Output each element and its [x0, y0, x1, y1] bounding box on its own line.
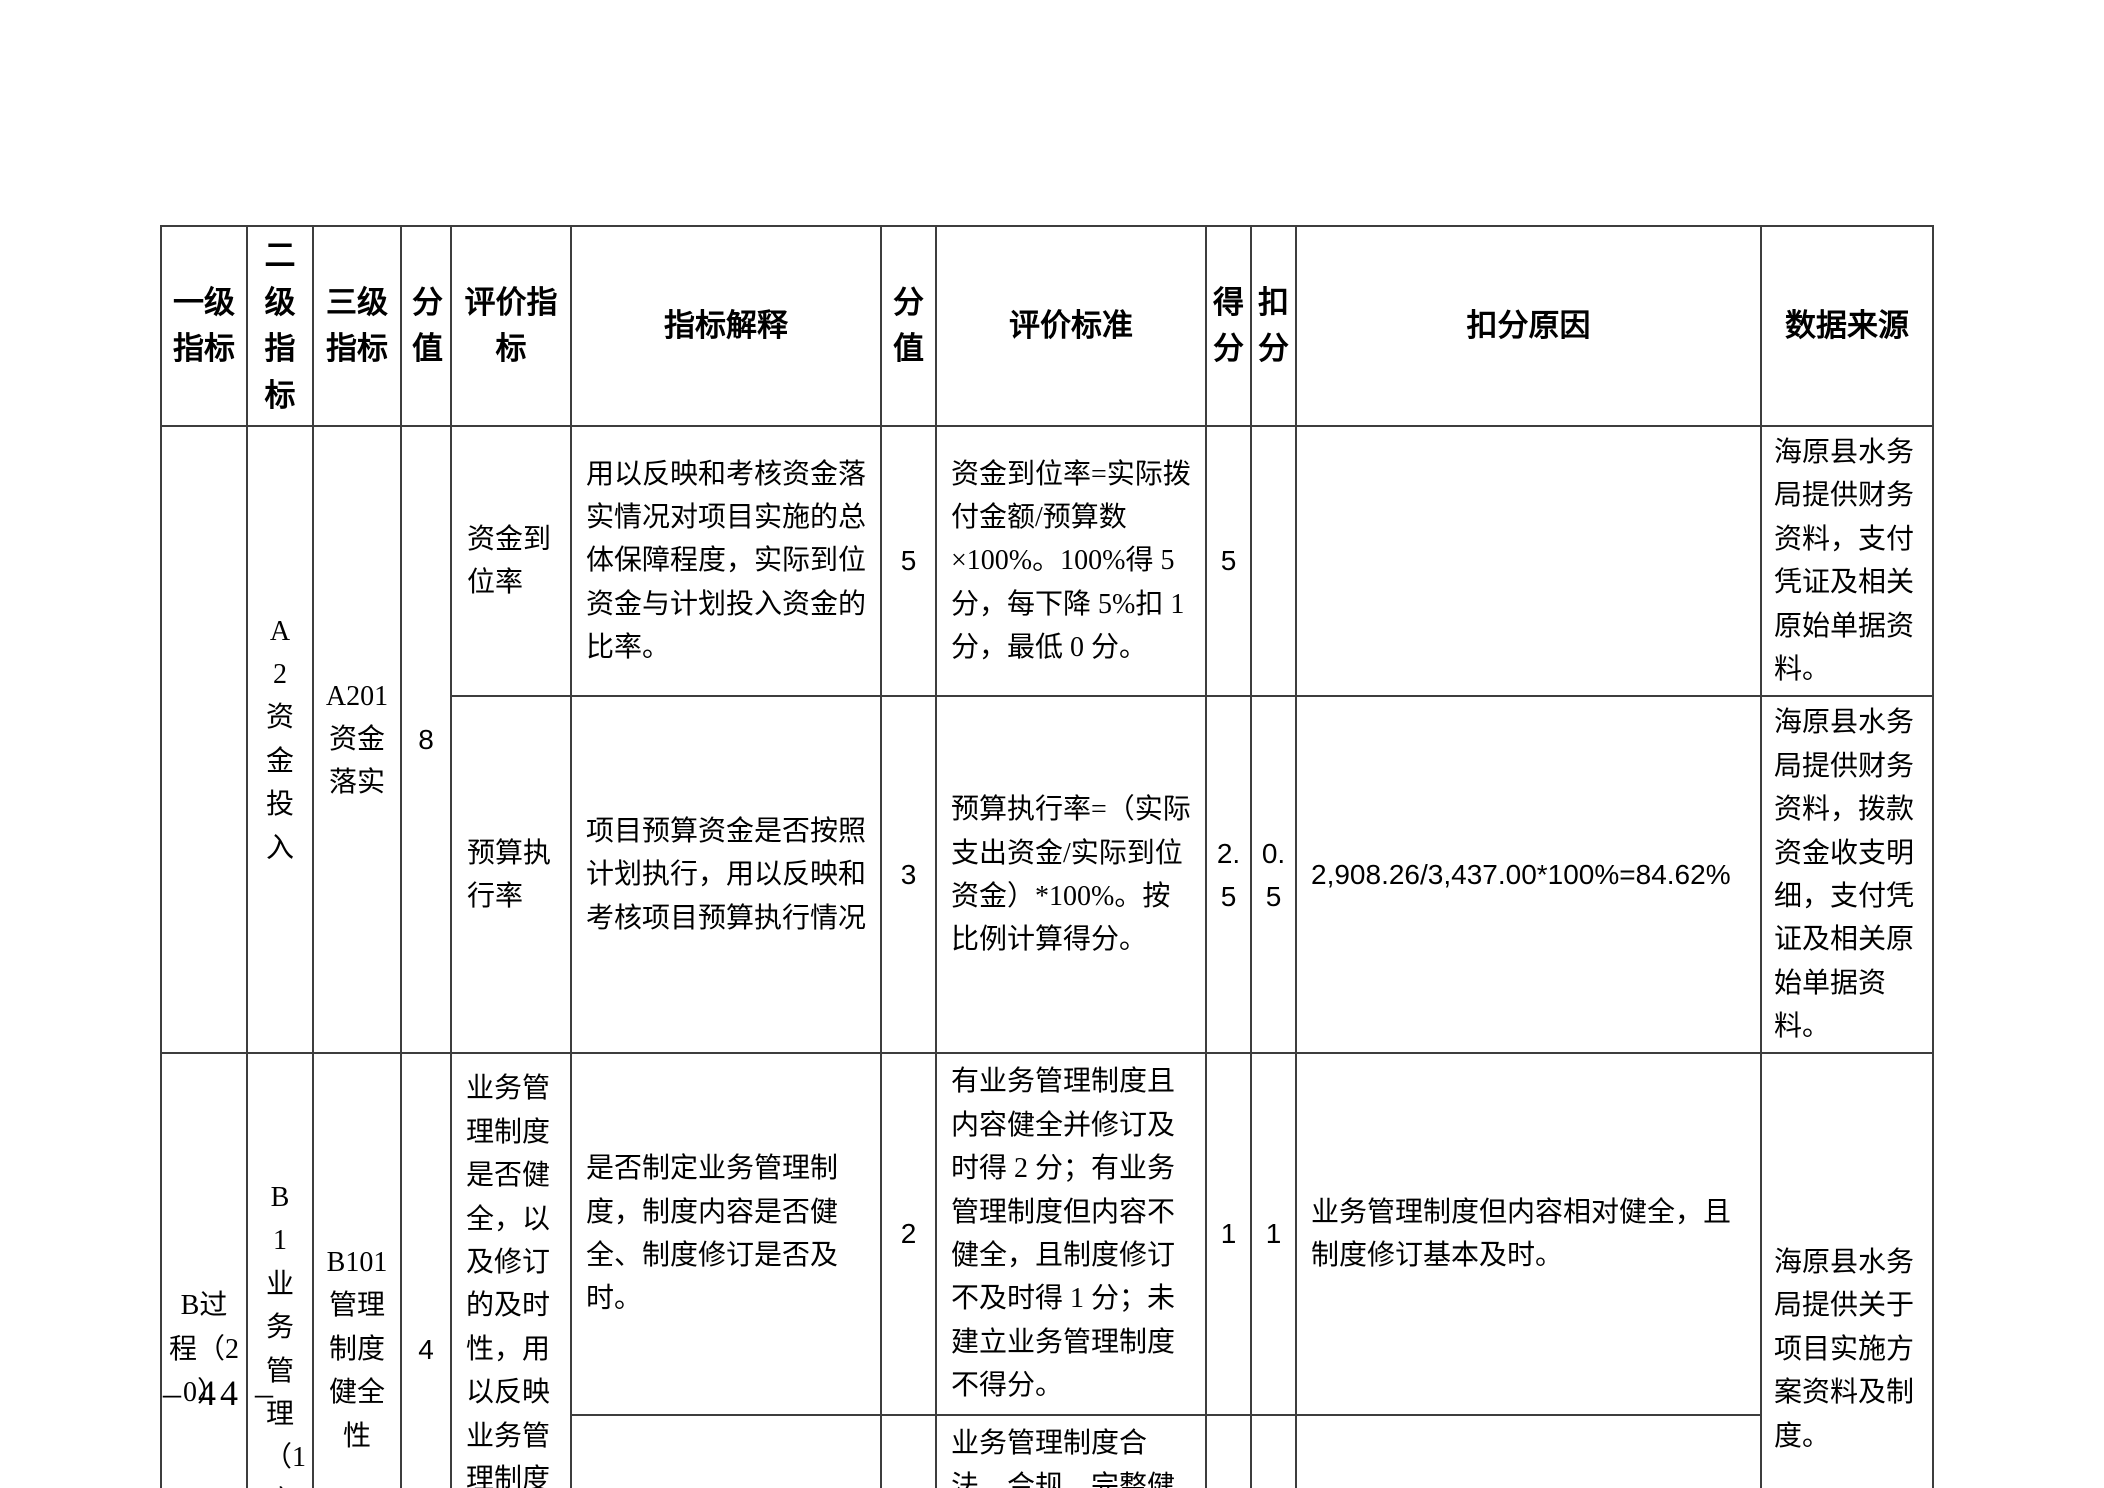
cell-budget-exec-gained: 2.5 — [1205, 695, 1252, 1055]
header-data-source: 数据来源 — [1760, 225, 1934, 427]
cell-budget-exec-source: 海原县水务局提供财务资料，拨款资金收支明细，支付凭证及相关原始单据资料。 — [1760, 695, 1934, 1055]
cell-b-level2: B1业务管理（12） — [246, 1052, 314, 1488]
cell-budget-exec-indicator: 预算执行率 — [450, 695, 572, 1055]
cell-b101-sub2-standard: 业务管理制度合法、合规、完整健全得 2 分；基本健全合理得 1 分；不健全合理不… — [935, 1413, 1207, 1488]
cell-b101-sub1-score-value: 2 — [880, 1052, 937, 1416]
cell-b101-sub2-gained: 1 — [1205, 1413, 1252, 1488]
cell-b101-sub1-gained: 1 — [1205, 1052, 1252, 1416]
cell-b-level3: B101管理制度健全性 — [312, 1052, 402, 1488]
cell-fund-arrival-reason — [1295, 424, 1762, 698]
cell-budget-exec-standard: 预算执行率=（实际支出资金/实际到位资金）*100%。按比例计算得分。 — [935, 695, 1207, 1055]
cell-a-level2: A2资金投入 — [246, 424, 314, 1055]
cell-b101-indicator: 业务管理制度是否健全，以及修订的及时性，用以反映业务管理制度对项目顺利实施保障 — [450, 1052, 572, 1488]
cell-b-level1: B过程（20） — [160, 1052, 248, 1488]
cell-fund-arrival-deducted — [1250, 424, 1297, 698]
cell-b101-sub2-deducted: 1 — [1250, 1413, 1297, 1488]
cell-b101-sub2-explanation: 业务管理制度是否合法、合规、完整。 — [570, 1413, 882, 1488]
cell-fund-arrival-gained: 5 — [1205, 424, 1252, 698]
cell-a-level3: A201资金落实 — [312, 424, 402, 1055]
row-b101-sub2: 业务管理制度是否合法、合规、完整。 2 业务管理制度合法、合规、完整健全得 2 … — [161, 1413, 1933, 1488]
cell-b101-sub1-deducted: 1 — [1250, 1052, 1297, 1416]
cell-a-level1 — [160, 424, 248, 1055]
page-number: – 44 – — [163, 1373, 277, 1413]
row-fund-arrival-rate: A2资金投入 A201资金落实 8 资金到位率 用以反映和考核资金落实情况对项目… — [160, 424, 1934, 1055]
table-header-row: 一级指标 二级指标 三级指标 分值 评价指标 指标解释 分值 评价标准 得分 扣… — [160, 225, 1934, 427]
cell-budget-exec-explanation: 项目预算资金是否按照计划执行，用以反映和考核项目预算执行情况 — [570, 695, 882, 1055]
header-score-value-1: 分值 — [400, 225, 452, 427]
cell-b-source: 海原县水务局提供关于项目实施方案资料及制度。 — [1760, 1052, 1934, 1488]
header-evaluation-standard: 评价标准 — [935, 225, 1207, 427]
cell-fund-arrival-explanation: 用以反映和考核资金落实情况对项目实施的总体保障程度，实际到位资金与计划投入资金的… — [570, 424, 882, 698]
cell-budget-exec-score-value: 3 — [880, 695, 937, 1055]
cell-b101-sub2-score-value: 2 — [880, 1413, 937, 1488]
header-score-deducted: 扣分 — [1250, 225, 1297, 427]
header-evaluation-indicator: 评价指标 — [450, 225, 572, 427]
header-indicator-explanation: 指标解释 — [570, 225, 882, 427]
header-level1-indicator: 一级指标 — [160, 225, 248, 427]
cell-a-score-value: 8 — [400, 424, 452, 1055]
row-budget-execution-rate: 预算执行率 项目预算资金是否按照计划执行，用以反映和考核项目预算执行情况 3 预… — [161, 695, 1934, 1055]
cell-b101-sub1-reason: 业务管理制度但内容相对健全，且制度修订基本及时。 — [1295, 1052, 1762, 1416]
header-level3-indicator: 三级指标 — [312, 225, 402, 427]
cell-b101-sub2-reason: 业务管理制度合法、基本健全合理。 — [1295, 1413, 1762, 1488]
performance-evaluation-table: 一级指标 二级指标 三级指标 分值 评价指标 指标解释 分值 评价标准 得分 扣… — [160, 225, 1934, 1488]
header-deduction-reason: 扣分原因 — [1295, 225, 1762, 427]
cell-fund-arrival-source: 海原县水务局提供财务资料，支付凭证及相关原始单据资料。 — [1760, 424, 1934, 698]
cell-b101-sub1-standard: 有业务管理制度且内容健全并修订及时得 2 分；有业务管理制度但内容不健全，且制度… — [935, 1052, 1207, 1416]
cell-fund-arrival-indicator: 资金到位率 — [450, 424, 572, 698]
header-level2-indicator: 二级指标 — [246, 225, 314, 427]
cell-fund-arrival-score-value: 5 — [880, 424, 937, 698]
cell-b101-sub1-explanation: 是否制定业务管理制度，制度内容是否健全、制度修订是否及时。 — [570, 1052, 882, 1416]
header-score-value-2: 分值 — [880, 225, 937, 427]
cell-b-score-value: 4 — [400, 1052, 452, 1488]
header-score-gained: 得分 — [1205, 225, 1252, 427]
cell-fund-arrival-standard: 资金到位率=实际拨付金额/预算数×100%。100%得 5 分，每下降 5%扣 … — [935, 424, 1207, 698]
cell-budget-exec-deducted: 0.5 — [1250, 695, 1297, 1055]
row-b101-sub1: B过程（20） B1业务管理（12） B101管理制度健全性 4 业务管理制度是… — [160, 1052, 1934, 1488]
cell-budget-exec-reason: 2,908.26/3,437.00*100%=84.62% — [1295, 695, 1762, 1055]
